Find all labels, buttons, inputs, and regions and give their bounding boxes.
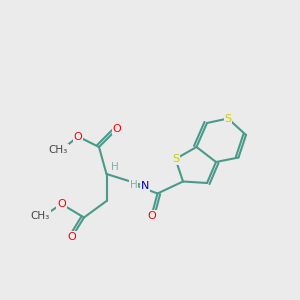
Text: S: S — [172, 154, 179, 164]
Text: S: S — [224, 113, 232, 124]
Text: N: N — [141, 181, 149, 191]
Text: H: H — [130, 179, 137, 190]
Text: O: O — [74, 131, 82, 142]
Text: O: O — [68, 232, 76, 242]
Text: O: O — [57, 199, 66, 209]
Text: CH₃: CH₃ — [49, 145, 68, 155]
Text: H: H — [111, 162, 119, 172]
Text: CH₃: CH₃ — [31, 211, 50, 221]
Text: O: O — [112, 124, 122, 134]
Text: O: O — [147, 211, 156, 221]
